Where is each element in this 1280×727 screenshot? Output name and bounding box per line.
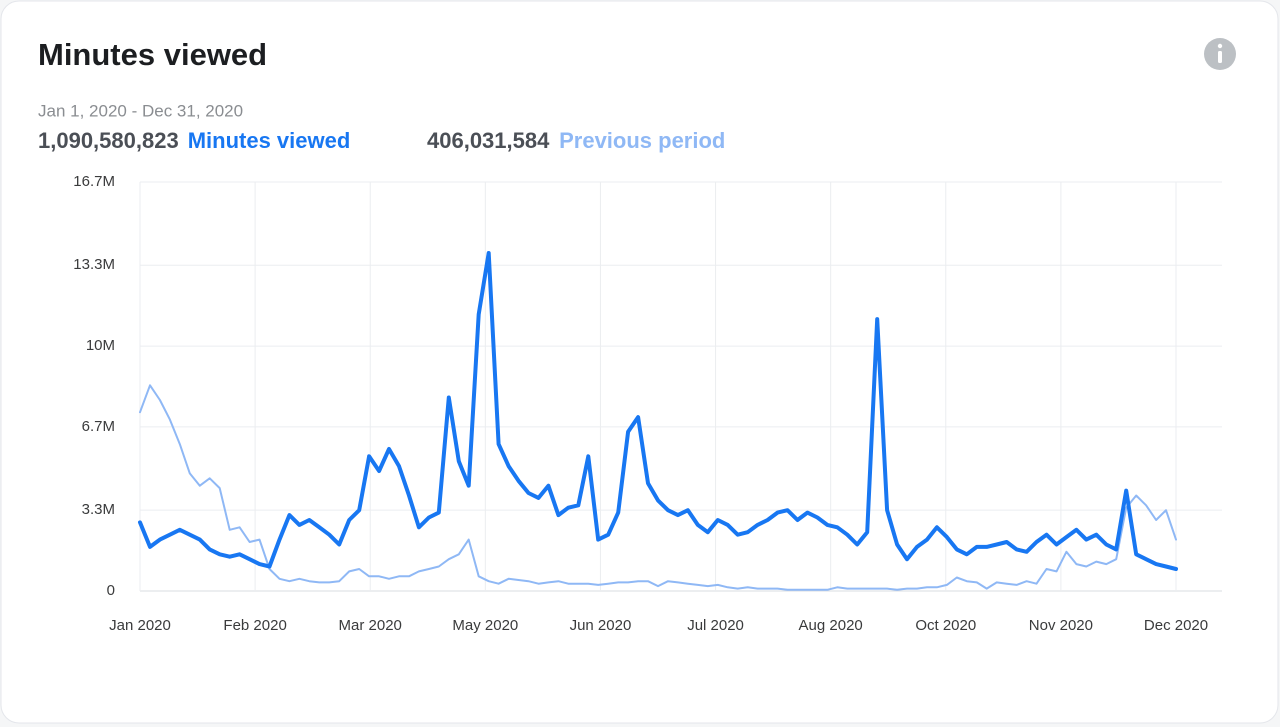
y-tick-label: 0 [107, 582, 115, 599]
series-line [138, 251, 1178, 571]
y-tick-label: 3.3M [82, 501, 115, 518]
legend-label: Previous period [559, 128, 725, 153]
total-value: 406,031,584 [427, 128, 550, 153]
y-tick-label: 16.7M [73, 173, 115, 190]
info-bar [1218, 51, 1222, 63]
x-tick-label: Jul 2020 [687, 617, 744, 634]
x-tick-label: Mar 2020 [339, 617, 402, 634]
x-tick-label: Jan 2020 [109, 617, 171, 634]
x-tick-label: Feb 2020 [223, 617, 286, 634]
x-tick-label: Aug 2020 [799, 617, 863, 634]
y-tick-label: 10M [86, 337, 115, 354]
y-tick-label: 6.7M [82, 418, 115, 435]
x-tick-label: Jun 2020 [570, 617, 632, 634]
legend-label: Minutes viewed [188, 128, 351, 153]
x-tick-label: Oct 2020 [915, 617, 976, 634]
date-range: Jan 1, 2020 - Dec 31, 2020 [38, 101, 243, 120]
x-tick-label: Nov 2020 [1029, 617, 1093, 634]
total-value: 1,090,580,823 [38, 128, 179, 153]
info-icon[interactable] [1204, 38, 1236, 70]
series-line [139, 384, 1177, 591]
y-tick-label: 13.3M [73, 256, 115, 273]
x-tick-label: May 2020 [452, 617, 518, 634]
x-tick-label: Dec 2020 [1144, 617, 1208, 634]
info-dot [1217, 43, 1223, 49]
chart-title: Minutes viewed [38, 37, 267, 72]
